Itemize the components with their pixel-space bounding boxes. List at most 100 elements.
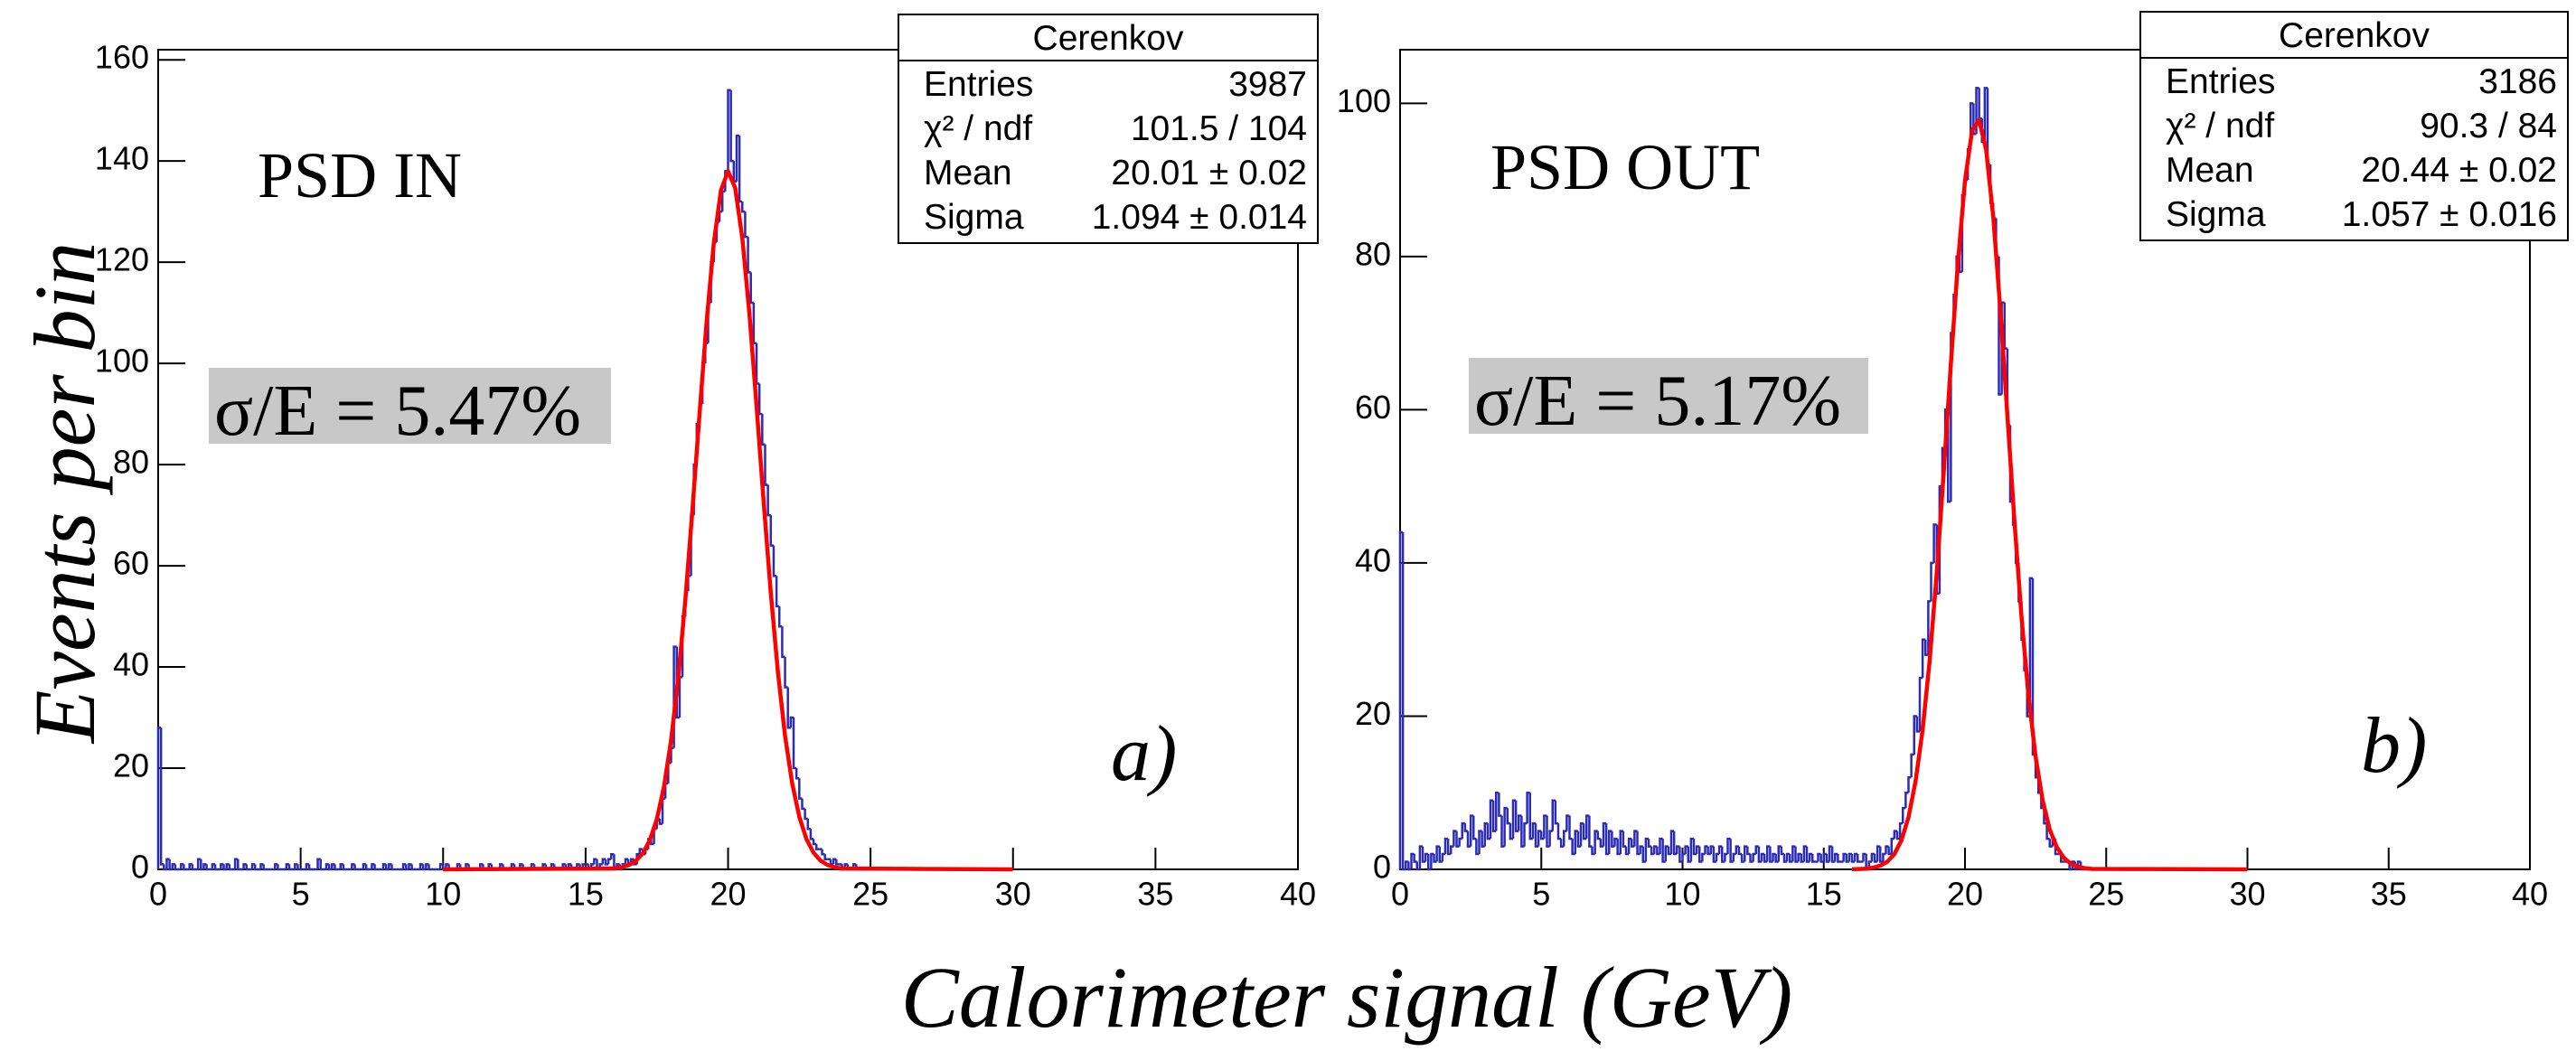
histogram-bin — [390, 864, 395, 871]
histogram-bin — [1726, 837, 1731, 855]
x-tick-label: 10 — [1664, 876, 1700, 913]
histogram-bin — [1744, 845, 1748, 862]
x-tick-label: 5 — [292, 876, 310, 913]
histogram-bin — [1472, 815, 1477, 840]
histogram-bin — [1463, 823, 1468, 832]
histogram-bin — [741, 201, 746, 213]
histogram-bin — [1591, 846, 1595, 856]
histogram-bin — [1681, 852, 1686, 862]
histogram-bin — [755, 343, 760, 385]
histogram-bin — [1717, 845, 1723, 855]
panel: 0 5 10 15 20 25 30 35 40 0 20 40 60 80 100 PSD OUT σ/E =… — [1337, 11, 2569, 913]
histogram-bin — [237, 859, 241, 871]
histogram-bin — [294, 863, 298, 869]
histogram-bin — [764, 444, 768, 486]
histogram-bin — [769, 515, 774, 547]
histogram-bin — [324, 863, 330, 869]
histogram-bin — [727, 89, 731, 172]
histogram-bin — [1947, 409, 1951, 503]
histogram-bin — [179, 863, 184, 869]
histogram-bin — [259, 863, 264, 869]
histogram-bin — [233, 858, 239, 869]
histogram-bin — [438, 863, 444, 869]
stats-value: 1.057 ± 0.016 — [2342, 195, 2557, 234]
histogram-bin — [1857, 854, 1861, 863]
histogram-bin — [285, 863, 290, 869]
resolution: σ/E = 5.17% — [1474, 361, 1841, 441]
histogram-bin — [1664, 845, 1669, 862]
histogram-bin — [1656, 846, 1660, 856]
histogram-bin — [1701, 852, 1706, 862]
histogram-bin — [1616, 839, 1621, 856]
histogram-bin — [1405, 860, 1409, 869]
histogram-bin — [1737, 846, 1743, 856]
histogram-bin — [373, 864, 378, 871]
histogram-bin — [1523, 821, 1528, 847]
histogram-bin — [809, 829, 814, 840]
stats-name: Mean — [2166, 151, 2254, 190]
histogram-bin — [202, 863, 207, 869]
histogram-bin — [213, 864, 219, 871]
histogram-bin — [1461, 821, 1465, 840]
histogram-bin — [250, 863, 256, 869]
histogram-bin — [1548, 830, 1553, 847]
histogram-bin — [823, 854, 828, 861]
y-tick-label: 0 — [131, 849, 149, 886]
histogram-bin — [1791, 845, 1796, 862]
histogram-bin — [1689, 837, 1694, 862]
x-tick-label: 20 — [710, 876, 746, 913]
stats-name: Sigma — [2166, 195, 2266, 234]
stats-value: 1.094 ± 0.014 — [1092, 198, 1307, 237]
histogram-bin — [274, 863, 278, 869]
histogram-bin — [775, 576, 780, 608]
histogram-bin — [1636, 830, 1641, 856]
stats-title: Cerenkov — [1033, 19, 1184, 58]
x-tick-label: 20 — [1947, 876, 1983, 913]
histogram-bin — [1653, 845, 1658, 855]
histogram-bin — [1506, 808, 1510, 825]
histogram-bin — [1498, 793, 1502, 817]
histogram-bin — [1754, 845, 1759, 855]
histogram-bin — [1531, 821, 1536, 840]
histogram-bin — [1622, 830, 1626, 848]
histogram-bin — [1551, 799, 1556, 831]
histogram-bin — [1401, 532, 1406, 871]
histogram-bin — [747, 237, 751, 274]
x-tick-label: 25 — [852, 876, 888, 913]
histogram-bin — [606, 858, 612, 865]
histogram-bin — [1571, 839, 1575, 856]
y-tick-label: 160 — [95, 39, 149, 76]
histogram-bin — [1684, 845, 1688, 855]
x-tick-label: 10 — [425, 876, 461, 913]
histogram-bin — [1828, 845, 1833, 862]
histogram-bin — [1746, 846, 1751, 856]
histogram-bin — [1613, 837, 1618, 847]
histogram-bin — [801, 798, 805, 811]
histogram-bin — [1627, 837, 1632, 855]
x-tick-label: 15 — [1806, 876, 1842, 913]
histogram-bin — [174, 864, 179, 871]
stats-name: Entries — [924, 65, 1033, 104]
histogram-bin — [428, 864, 432, 871]
histogram-bin — [225, 863, 230, 869]
stats-box — [2139, 11, 2569, 241]
fit-curve — [443, 169, 1013, 872]
stats-name: Entries — [2166, 62, 2275, 101]
histogram-bin — [1443, 837, 1449, 855]
histogram-bin — [1672, 830, 1678, 856]
y-tick-label: 80 — [113, 444, 149, 481]
histogram-bin — [1692, 839, 1697, 856]
histogram-bin — [804, 808, 808, 821]
histogram-bin — [784, 656, 788, 689]
histogram-bin — [425, 863, 429, 869]
histogram-bin — [749, 272, 754, 305]
histogram-bin — [1724, 852, 1728, 862]
histogram-bin — [1978, 88, 1982, 120]
stats-value: 90.3 / 84 — [2420, 107, 2557, 145]
histogram-bin — [1667, 846, 1671, 856]
panel-tag: b) — [2361, 702, 2427, 790]
y-tick-label: 20 — [1355, 695, 1391, 732]
histogram-bin — [159, 727, 165, 866]
histogram-bin — [678, 675, 683, 718]
histogram-bin — [353, 864, 358, 871]
